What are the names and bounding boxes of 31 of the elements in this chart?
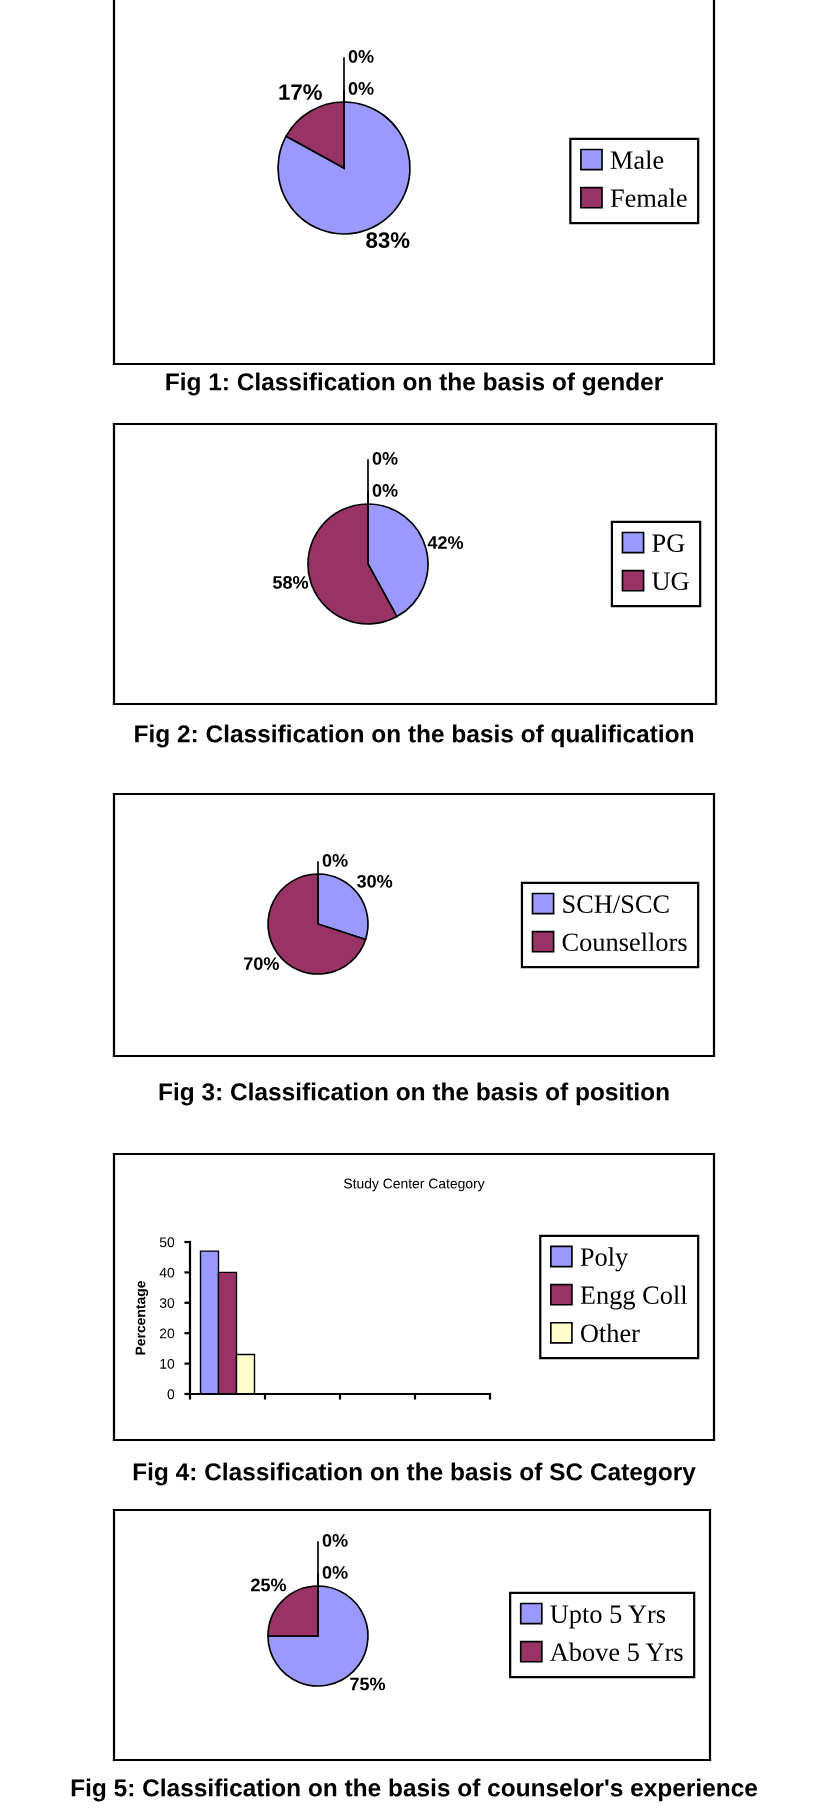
data-label: 42%: [427, 536, 464, 549]
legend-label: Other: [580, 1323, 640, 1343]
data-label: 25%: [251, 1578, 287, 1592]
text: 0%: [348, 50, 374, 63]
data-label: 83%: [366, 232, 410, 249]
text: 0%: [322, 1566, 348, 1579]
legend-label: UG: [652, 572, 689, 591]
legend-label: PG: [652, 534, 685, 553]
data-label: 58%: [273, 575, 309, 589]
caption: Fig 3: Classification on the basis of position: [159, 1082, 669, 1106]
data-label: 70%: [244, 957, 279, 970]
text: 0%: [322, 854, 348, 867]
legend-label: SCH/SCC: [563, 895, 669, 914]
caption: Fig 5: Classification on the basis of counselor's experience: [71, 1778, 758, 1802]
legend-label: Upto 5 Yrs: [550, 1605, 666, 1629]
data-label: 17%: [279, 84, 322, 100]
legend-label: Engg Coll: [580, 1285, 688, 1310]
data-label: 30%: [356, 874, 393, 888]
text: 0%: [348, 82, 374, 95]
legend-label: Male: [610, 150, 664, 170]
caption: Fig 1: Classification on the basis of gender: [166, 372, 663, 396]
text: 0%: [322, 1534, 348, 1547]
legend-label: Counsellors: [562, 932, 687, 952]
data-label: 75%: [350, 1677, 386, 1691]
text: 0%: [372, 484, 398, 497]
caption: Fig 2: Classification on the basis of qualification: [135, 724, 693, 748]
legend-label: Female: [610, 188, 687, 208]
legend-label: Above 5 Yrs: [550, 1642, 683, 1662]
text: 0%: [372, 452, 398, 465]
caption: Fig 4: Classification on the basis of SC Category: [133, 1462, 696, 1486]
legend-label: Poly: [580, 1247, 629, 1272]
